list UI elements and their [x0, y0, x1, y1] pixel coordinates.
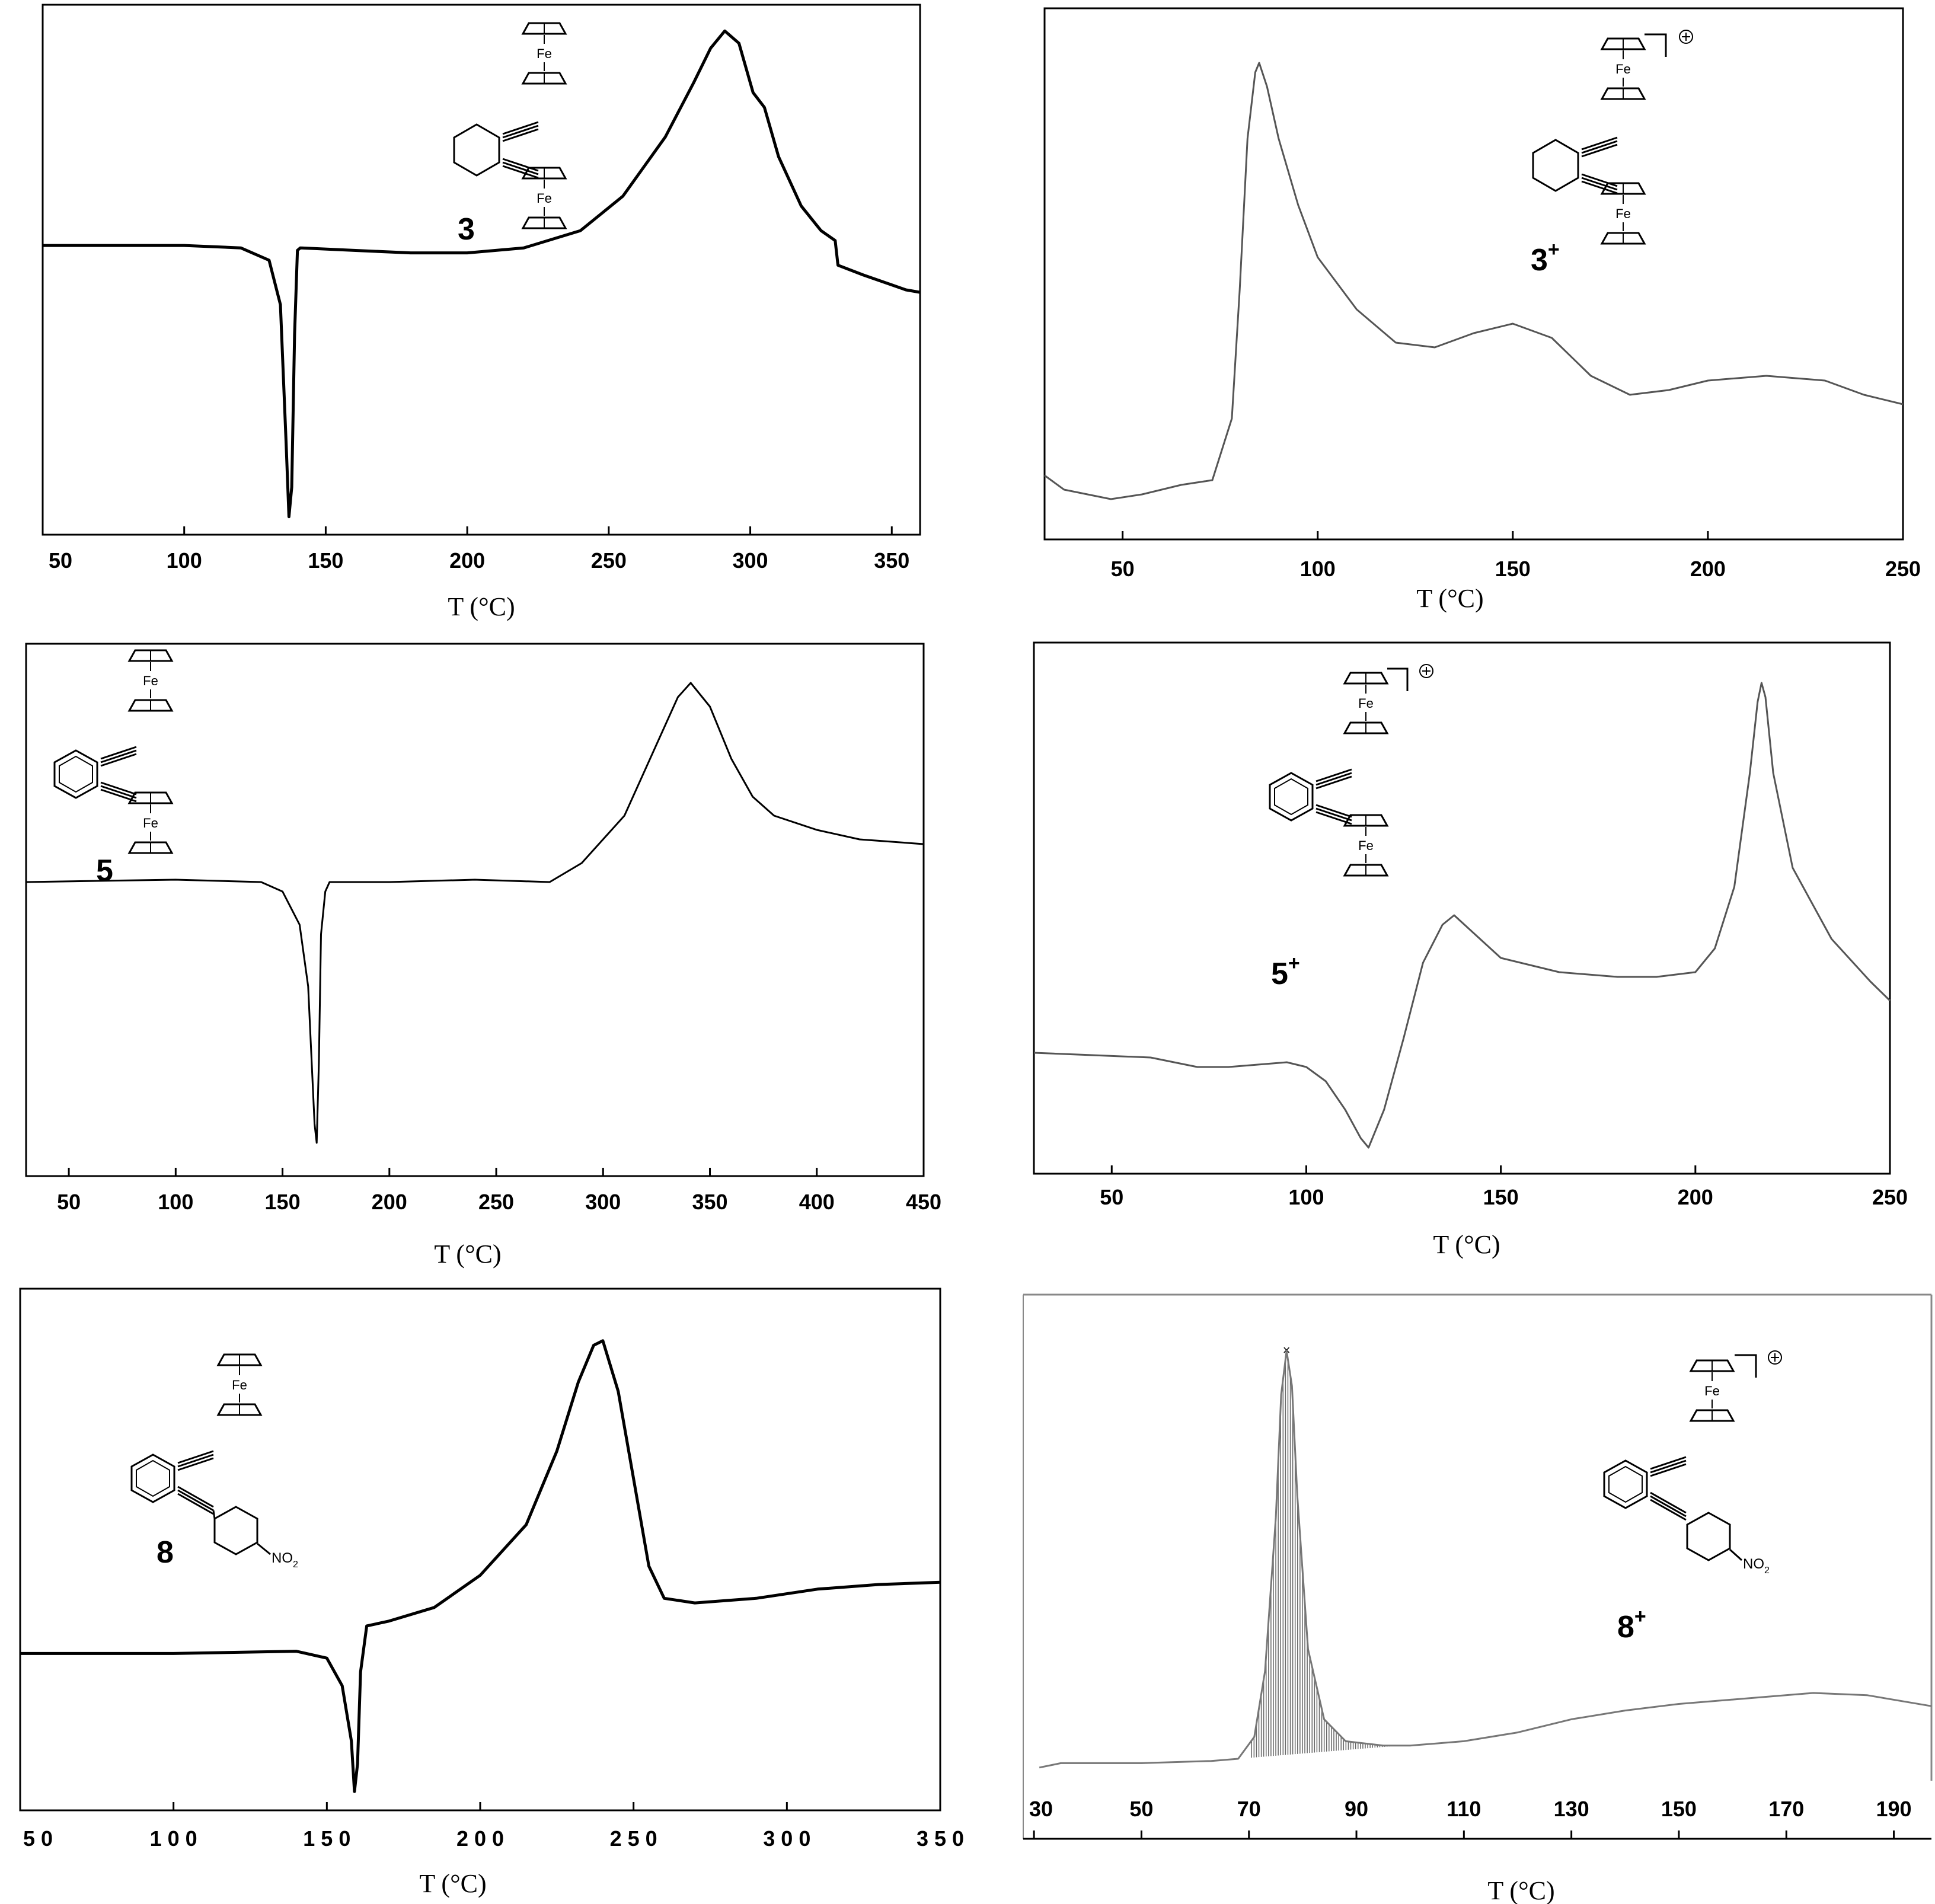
x-tick-label: 150	[308, 548, 343, 573]
x-tick-label: 200	[1690, 557, 1726, 581]
x-tick-label: 300	[733, 548, 768, 573]
x-tick-label: 150	[1495, 557, 1531, 581]
x-tick-label: 150	[265, 1190, 301, 1214]
x-ticks: 50 100 150 200 250	[1111, 531, 1921, 581]
x-tick-label: 200	[449, 548, 485, 573]
x-axis-title: T (°C)	[448, 592, 515, 621]
x-tick-label: 250	[1872, 1185, 1908, 1209]
structure-5: 5	[53, 650, 172, 888]
chart-panel-5-plus: 50 100 150 200 250 T (°C) 5+	[1033, 641, 1908, 1259]
x-axis-title: T (°C)	[1487, 1876, 1554, 1904]
x-tick-label: 1 5 0	[303, 1826, 350, 1851]
x-tick-label: 70	[1237, 1797, 1261, 1821]
structure-8-plus: NO2 8+	[1603, 1350, 1782, 1644]
x-ticks: 30 50 70 90 110 130 150 170 190	[1023, 1797, 1931, 1840]
structure-3-plus: 3+	[1531, 30, 1693, 277]
x-tick-label: 250	[1885, 557, 1921, 581]
dsc-curve	[20, 1339, 941, 1793]
x-tick-label: 300	[585, 1190, 621, 1214]
x-tick-label: 250	[478, 1190, 514, 1214]
x-tick-label: 200	[1678, 1185, 1713, 1209]
x-tick-label: 50	[1129, 1797, 1153, 1821]
x-ticks: 50 100 150 200 250 300 350	[41, 526, 909, 573]
x-tick-label: 100	[1288, 1185, 1324, 1209]
compound-label: 5+	[1271, 952, 1300, 991]
dsc-curve	[1033, 682, 1891, 1149]
x-tick-label: 50	[1100, 1185, 1123, 1209]
svg-text:NO2: NO2	[1743, 1556, 1770, 1576]
plot-frame	[1043, 7, 1904, 541]
chart-panel-5: 50 100 150 200 250 300 350 400 450 T (°C) 5	[25, 643, 941, 1269]
x-axis-title: T (°C)	[1433, 1230, 1500, 1259]
chart-panel-8: 5 0 1 0 0 1 5 0 2 0 0 2 5 0 3 0 0 3 5 0 T (°C)…	[19, 1288, 964, 1898]
x-tick-label: 100	[1300, 557, 1336, 581]
svg-text:NO2: NO2	[272, 1550, 298, 1570]
x-tick-label: 200	[372, 1190, 407, 1214]
x-tick-label: 450	[906, 1190, 941, 1214]
x-tick-label: 3 5 0	[917, 1826, 964, 1851]
x-tick-label: 190	[1876, 1797, 1912, 1821]
x-tick-label: 110	[1447, 1797, 1481, 1821]
x-tick-label: 5 0	[23, 1826, 53, 1851]
x-tick-label: 50	[57, 1190, 81, 1214]
peak-hatch: ×	[1251, 1343, 1393, 1758]
x-tick-label: 2 5 0	[610, 1826, 657, 1851]
x-axis-title: T (°C)	[434, 1239, 501, 1269]
x-tick-label: 2 0 0	[456, 1826, 504, 1851]
compound-label: 3	[458, 212, 475, 247]
x-tick-label: 250	[591, 548, 627, 573]
dsc-curve	[43, 29, 921, 519]
x-tick-label: 1 0 0	[150, 1826, 197, 1851]
x-tick-label: 100	[167, 548, 202, 573]
x-axis-title: T (°C)	[1416, 584, 1483, 613]
chart-panel-8-plus: 30 50 70 90 110 130 150 170 190 × T (°C) NO2 8+	[1023, 1293, 1933, 1904]
x-tick-label: 400	[799, 1190, 835, 1214]
compound-label: 3+	[1531, 238, 1560, 277]
structure-8: NO2 8	[130, 1354, 298, 1570]
x-tick-label: 90	[1345, 1797, 1368, 1821]
dsc-curve	[25, 682, 924, 1144]
plot-frame	[25, 643, 925, 1177]
x-tick-label: 170	[1768, 1797, 1804, 1821]
compound-label: 5	[96, 854, 113, 888]
x-tick-label: 350	[692, 1190, 727, 1214]
x-axis-title: T (°C)	[419, 1869, 486, 1898]
x-tick-label: 130	[1554, 1797, 1589, 1821]
compound-label: 8+	[1617, 1605, 1646, 1644]
x-tick-label: 50	[49, 548, 72, 573]
plot-frame	[41, 4, 921, 536]
x-tick-label: 150	[1661, 1797, 1697, 1821]
dsc-curve	[1044, 62, 1904, 500]
x-tick-label: 150	[1483, 1185, 1519, 1209]
x-tick-label: 350	[874, 548, 909, 573]
x-ticks: 5 0 1 0 0 1 5 0 2 0 0 2 5 0 3 0 0 3 5 0	[19, 1802, 964, 1851]
chart-panel-3: 50 100 150 200 250 300 350 T (°C) 3	[41, 4, 921, 621]
x-tick-label: 30	[1029, 1797, 1053, 1821]
structure-3: 3	[453, 23, 566, 247]
compound-label: 8	[157, 1535, 174, 1570]
x-tick-label: 100	[158, 1190, 193, 1214]
x-ticks: 50 100 150 200 250 300 350 400 450	[57, 1168, 941, 1214]
x-ticks: 50 100 150 200 250	[1100, 1165, 1908, 1209]
x-tick-label: 3 0 0	[763, 1826, 810, 1851]
x-tick-label: 50	[1111, 557, 1135, 581]
dsc-curve	[1039, 1350, 1932, 1769]
structure-5-plus: 5+	[1269, 664, 1433, 991]
chart-panel-3-plus: 50 100 150 200 250 T (°C) 3+	[1043, 7, 1921, 613]
plot-frame	[1033, 641, 1891, 1175]
